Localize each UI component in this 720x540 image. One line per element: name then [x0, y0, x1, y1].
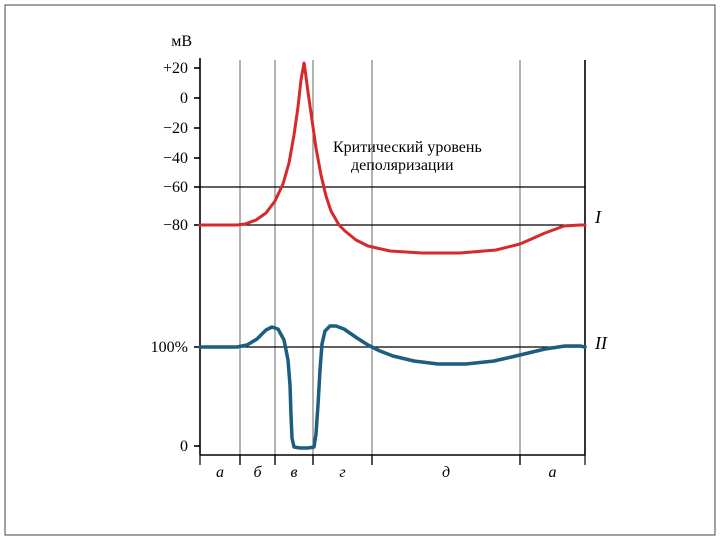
phase-label: а: [216, 464, 224, 481]
series-ii-excitability: [200, 326, 585, 448]
figure: +200−20−40−60−80мВ100%0IIIКритический ур…: [0, 0, 720, 540]
y-tick-label: −20: [163, 120, 188, 137]
annotation-critical-depolarization: деполяризации: [351, 157, 454, 174]
phase-label: г: [339, 464, 345, 481]
dual-panel-chart: +200−20−40−60−80мВ100%0IIIКритический ур…: [0, 0, 720, 540]
annotation-critical-depolarization: Критический уровень: [333, 139, 482, 156]
y-tick-label: 0: [180, 438, 188, 455]
y-tick-label: −60: [163, 179, 188, 196]
y-tick-label: −40: [163, 150, 188, 167]
y-tick-label: 100%: [151, 339, 188, 356]
y-tick-label: 0: [180, 90, 188, 107]
y-axis-unit: мВ: [171, 33, 192, 50]
series-ii-excitability-label: II: [594, 333, 608, 353]
phase-label: а: [549, 464, 557, 481]
y-tick-label: −80: [163, 217, 188, 234]
phase-label: б: [253, 464, 262, 481]
series-i-action-potential-label: I: [594, 207, 602, 227]
y-tick-label: +20: [163, 60, 188, 77]
phase-label: д: [442, 464, 450, 481]
phase-label: в: [291, 464, 298, 481]
